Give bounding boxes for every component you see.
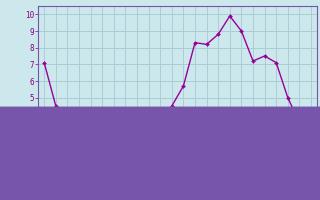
- X-axis label: Windchill (Refroidissement éolien,°C): Windchill (Refroidissement éolien,°C): [85, 168, 270, 177]
